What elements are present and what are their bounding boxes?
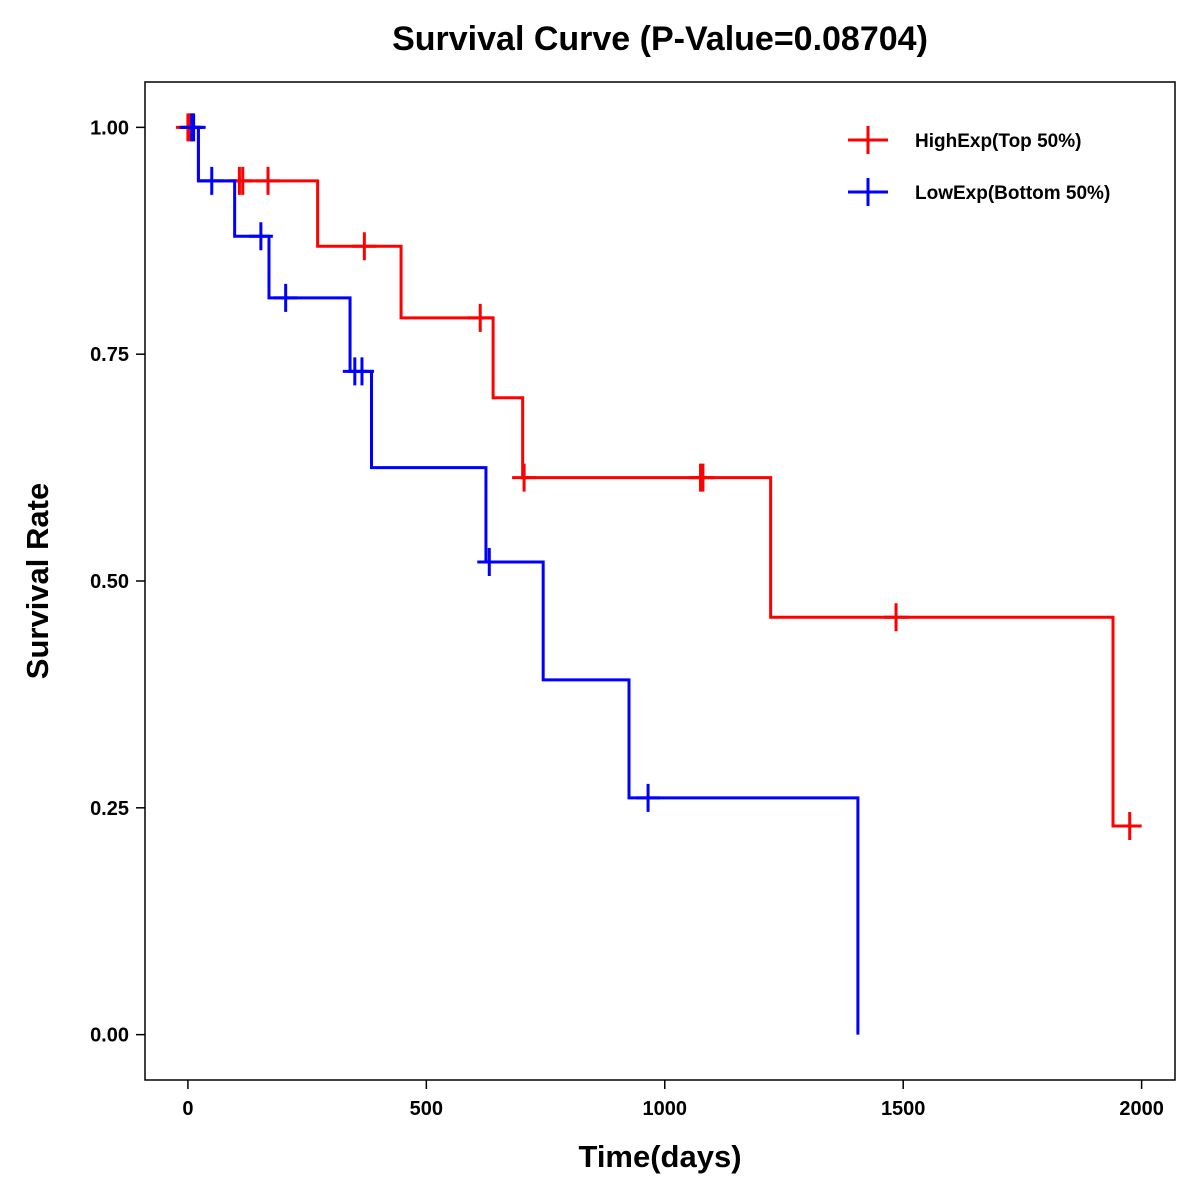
legend-item-low-exp: LowExp(Bottom 50%) xyxy=(848,178,1110,206)
x-tick-label: 500 xyxy=(410,1098,443,1120)
plot-frame xyxy=(144,81,1176,1081)
y-tick-label: 0.00 xyxy=(90,1025,129,1047)
series-high-exp xyxy=(175,113,1142,840)
censor-mark-high-exp xyxy=(468,303,493,332)
legend-label-high-exp: HighExp(Top 50%) xyxy=(915,131,1081,152)
censor-mark-low-exp xyxy=(273,283,298,312)
y-tick-label: 1.00 xyxy=(90,117,129,139)
x-tick-label: 2000 xyxy=(1119,1098,1164,1120)
legend-key-low-exp xyxy=(848,178,888,206)
legend-label-low-exp: LowExp(Bottom 50%) xyxy=(915,183,1110,204)
censor-mark-high-exp xyxy=(512,463,537,492)
censor-mark-high-exp xyxy=(690,463,715,492)
survival-line-high-exp xyxy=(187,125,1137,828)
y-tick-label: 0.75 xyxy=(90,344,129,366)
y-axis: 0.00 0.25 0.50 0.75 1.00 xyxy=(90,117,145,1047)
censor-mark-low-exp xyxy=(349,357,374,386)
y-tick-label: 0.50 xyxy=(90,571,129,593)
censor-mark-high-exp xyxy=(352,232,377,261)
censor-mark-low-exp xyxy=(636,783,661,812)
survival-line-low-exp xyxy=(187,125,860,1035)
censor-mark-low-exp xyxy=(199,166,224,195)
x-tick-label: 1000 xyxy=(643,1098,688,1120)
censor-mark-low-exp xyxy=(181,113,206,142)
y-tick-label: 0.25 xyxy=(90,798,129,820)
censor-mark-high-exp xyxy=(1117,811,1142,840)
legend: HighExp(Top 50%) LowExp(Bottom 50%) xyxy=(848,126,1110,206)
censor-mark-low-exp xyxy=(248,222,273,251)
x-tick-label: 1500 xyxy=(881,1098,926,1120)
censor-mark-high-exp xyxy=(256,166,281,195)
legend-key-high-exp xyxy=(848,126,888,154)
legend-item-high-exp: HighExp(Top 50%) xyxy=(848,126,1081,154)
x-axis-label: Time(days) xyxy=(578,1139,741,1174)
x-axis: 0 500 1000 1500 2000 xyxy=(182,1080,1164,1120)
series-low-exp xyxy=(179,113,860,1035)
series-layer xyxy=(175,113,1142,1035)
x-tick-label: 0 xyxy=(182,1098,193,1120)
censor-mark-high-exp xyxy=(884,603,909,632)
y-axis-label: Survival Rate xyxy=(20,483,55,679)
chart-title: Survival Curve (P-Value=0.08704) xyxy=(392,20,928,58)
censor-mark-low-exp xyxy=(477,547,502,576)
